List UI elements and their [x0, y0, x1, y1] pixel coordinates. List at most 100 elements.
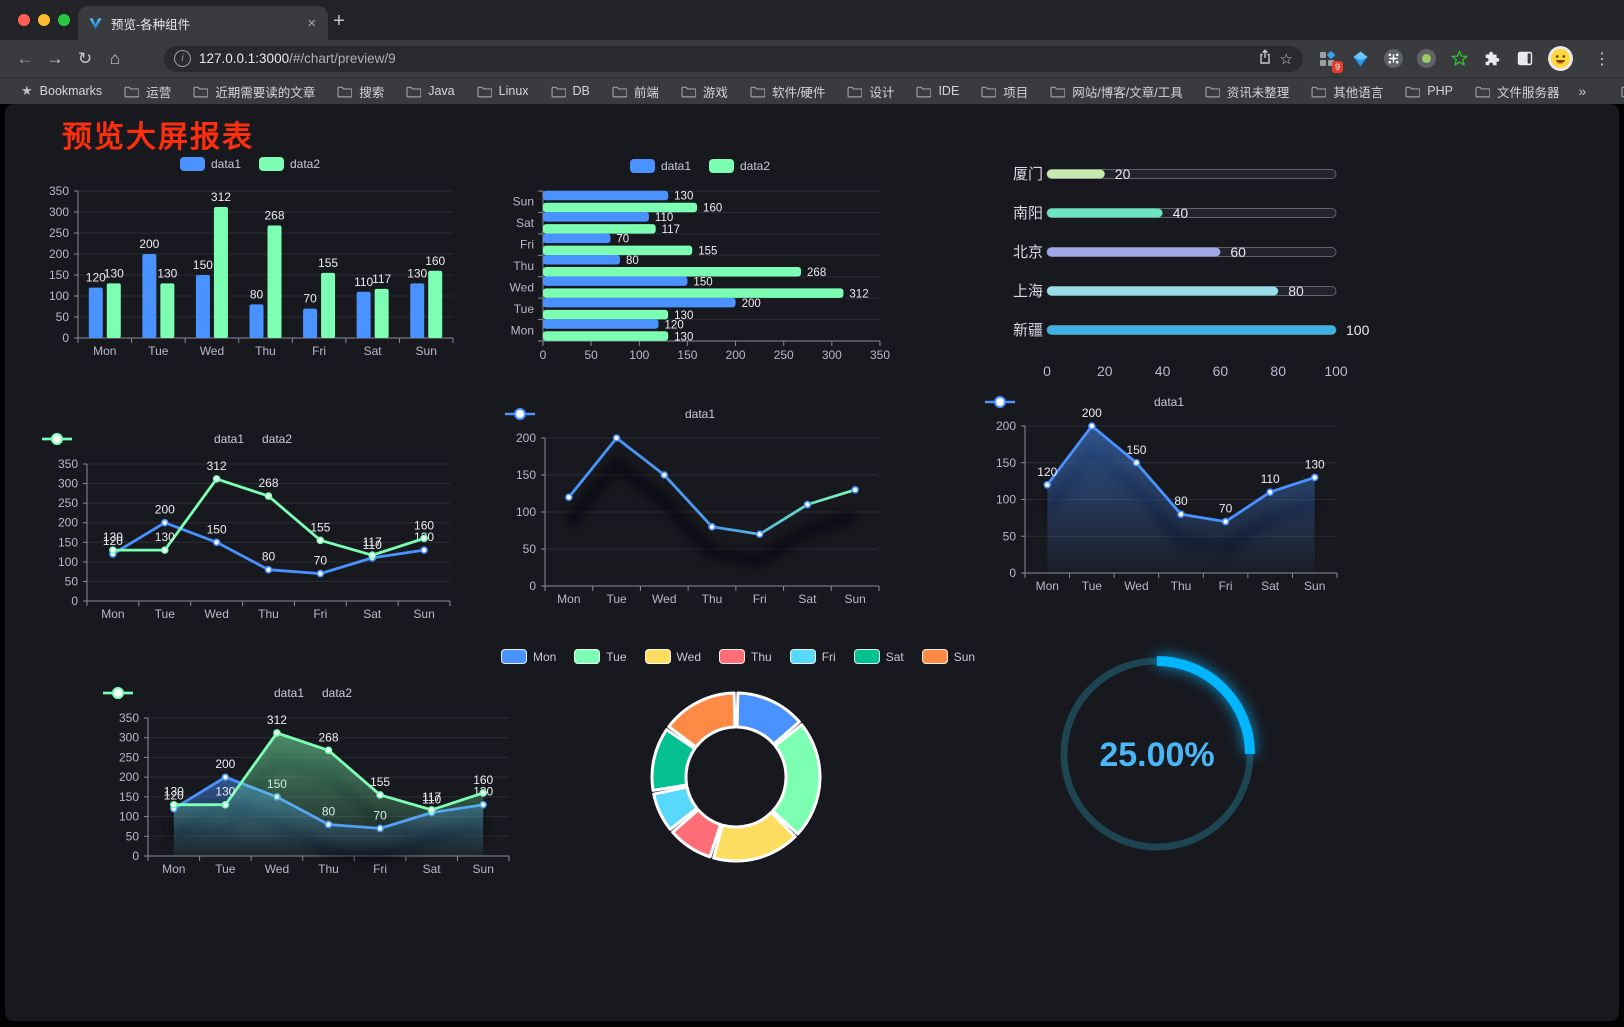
legend-item-data2[interactable]: data2 — [103, 686, 352, 700]
side-panel-icon[interactable] — [1515, 49, 1535, 69]
svg-text:Tue: Tue — [215, 862, 236, 876]
bookmark-folder-item[interactable]: IDE — [907, 81, 968, 101]
svg-text:60: 60 — [1230, 244, 1246, 260]
reload-button[interactable]: ↻ — [77, 48, 93, 68]
legend-item-Mon[interactable]: Mon — [500, 649, 556, 664]
bookmark-folder-item[interactable]: 运营 — [115, 79, 180, 104]
browser-menu-icon[interactable]: ⋮ — [1594, 50, 1610, 68]
svg-text:Wed: Wed — [510, 280, 534, 294]
svg-text:150: 150 — [193, 258, 213, 272]
site-info-icon[interactable]: i — [174, 50, 191, 67]
bookmark-folder-item[interactable]: 文件服务器 — [1466, 79, 1569, 104]
address-bar[interactable]: i 127.0.0.1:3000/#/chart/preview/9 ☆ — [164, 45, 1303, 72]
svg-text:70: 70 — [1219, 502, 1233, 516]
svg-text:Sun: Sun — [844, 592, 865, 606]
bookmark-folder-item[interactable]: 资讯未整理 — [1196, 79, 1299, 104]
devtools-kite-icon[interactable] — [1350, 49, 1370, 69]
svg-text:100: 100 — [58, 555, 78, 569]
bookmark-folder-item[interactable]: 近期需要读的文章 — [184, 79, 324, 104]
legend-item-Sun[interactable]: Sun — [921, 649, 975, 664]
svg-text:130: 130 — [157, 266, 177, 280]
record-circle-icon[interactable] — [1416, 49, 1436, 69]
svg-text:100: 100 — [996, 493, 1016, 507]
legend-item-data1[interactable]: data1 — [505, 407, 715, 421]
legend-item-Wed[interactable]: Wed — [644, 649, 701, 664]
close-tab-icon[interactable]: × — [307, 14, 316, 32]
svg-text:Fri: Fri — [753, 592, 767, 606]
svg-text:Thu: Thu — [513, 259, 534, 273]
bookmarks-folder[interactable]: ★ Bookmarks — [21, 83, 103, 98]
legend-item-data1[interactable]: data1 — [42, 432, 244, 446]
svg-text:130: 130 — [674, 331, 693, 343]
svg-text:130: 130 — [407, 266, 427, 280]
svg-text:250: 250 — [119, 750, 139, 764]
new-tab-button[interactable]: + — [333, 10, 345, 32]
bookmark-star-icon[interactable]: ☆ — [1279, 50, 1293, 68]
svg-text:80: 80 — [262, 550, 276, 564]
svg-text:150: 150 — [1126, 443, 1146, 457]
legend-item-data2[interactable]: data2 — [709, 159, 770, 173]
svg-text:200: 200 — [49, 247, 69, 261]
share-icon[interactable] — [1258, 48, 1272, 69]
bookmark-folder-item[interactable]: 项目 — [972, 79, 1037, 104]
bookmark-folder-item[interactable]: 软件/硬件 — [741, 79, 834, 104]
bookmark-folder-item[interactable]: 搜索 — [328, 79, 393, 104]
grid-extension-icon[interactable]: 9 — [1317, 49, 1343, 73]
bookmark-folder-item[interactable]: DB — [542, 81, 599, 101]
svg-text:130: 130 — [164, 785, 184, 799]
other-bookmarks-folder[interactable]: 其他书签 — [1612, 79, 1624, 104]
bookmark-folder-item[interactable]: 其他语言 — [1302, 79, 1392, 104]
bookmark-folder-item[interactable]: 网站/博客/文章/工具 — [1041, 79, 1191, 104]
zoom-window-button[interactable] — [58, 14, 70, 26]
bookmark-folder-item[interactable]: 前端 — [603, 79, 668, 104]
svg-text:Mon: Mon — [511, 323, 534, 337]
close-window-button[interactable] — [18, 14, 30, 26]
profile-avatar[interactable] — [1548, 46, 1573, 71]
svg-text:100: 100 — [629, 348, 649, 362]
folder-icon — [1405, 86, 1421, 97]
bookmark-folder-item[interactable]: PHP — [1396, 81, 1462, 101]
svg-text:50: 50 — [65, 574, 79, 588]
back-button[interactable]: ← — [16, 48, 34, 68]
bookmark-folder-item[interactable]: 设计 — [838, 79, 903, 104]
forward-button[interactable]: → — [46, 48, 64, 68]
legend-item-Sat[interactable]: Sat — [853, 649, 904, 664]
legend-item-data2[interactable]: data2 — [259, 157, 320, 171]
legend-item-Tue[interactable]: Tue — [574, 649, 627, 664]
puzzle-extensions-icon[interactable] — [1482, 49, 1502, 69]
grouped-bar-canvas: 0 50 100 150 200 250 300 350 Mon Tue Wed Thu Fri Sat S… — [49, 184, 454, 358]
svg-text:50: 50 — [56, 310, 70, 324]
legend-item-data1[interactable]: data1 — [103, 686, 304, 700]
page-content: 预览大屏报表 data1 data2 0 50 100 150 200 250 300 350 Mo… — [0, 104, 1624, 1027]
progress-canvas: 厦门 20 南阳 40 北京 60 上海 80 新疆 100 0 20 40 60 80 100 — [1013, 166, 1370, 379]
svg-text:Mon: Mon — [1036, 579, 1059, 593]
extension-badge: 9 — [1331, 60, 1343, 73]
home-button[interactable]: ⌂ — [109, 48, 121, 68]
svg-text:南阳: 南阳 — [1013, 205, 1043, 222]
bookmarks-overflow-chevron[interactable]: » — [1578, 83, 1587, 99]
svg-text:150: 150 — [58, 535, 78, 549]
legend-item-Thu[interactable]: Thu — [719, 649, 772, 664]
command-circle-icon[interactable] — [1383, 49, 1403, 69]
svg-text:130: 130 — [674, 310, 693, 322]
legend-item-data1[interactable]: data1 — [629, 159, 691, 173]
legend-item-data2[interactable]: data2 — [42, 432, 292, 446]
legend-item-data1[interactable]: data1 — [179, 157, 241, 171]
svg-text:20: 20 — [1097, 363, 1113, 379]
bookmark-folder-item[interactable]: Java — [397, 81, 463, 101]
svg-text:100: 100 — [119, 810, 139, 824]
bookmark-folder-item[interactable]: Linux — [468, 81, 538, 101]
svg-text:130: 130 — [215, 785, 235, 799]
bookmark-folder-item[interactable]: 游戏 — [672, 79, 737, 104]
legend-item-Fri[interactable]: Fri — [789, 649, 836, 664]
legend-item-data1[interactable]: data1 — [985, 395, 1184, 409]
url-text[interactable]: 127.0.0.1:3000/#/chart/preview/9 — [199, 51, 396, 66]
svg-text:Thu: Thu — [318, 862, 339, 876]
green-star-icon[interactable] — [1449, 49, 1469, 69]
area-line-chart-two: data1 data2 0 50 100 150 200 250 300 350 Mon Tue Wed… — [103, 678, 523, 893]
line-gradient-canvas: 0 50 100 150 200 Mon Tue Wed Thu Fri Sat Sun — [516, 431, 880, 606]
minimize-window-button[interactable] — [38, 14, 50, 26]
browser-tab[interactable]: 预览-各种组件 × — [78, 6, 328, 40]
svg-text:150: 150 — [207, 522, 227, 536]
chart-legend: data1 data2 — [103, 686, 523, 700]
